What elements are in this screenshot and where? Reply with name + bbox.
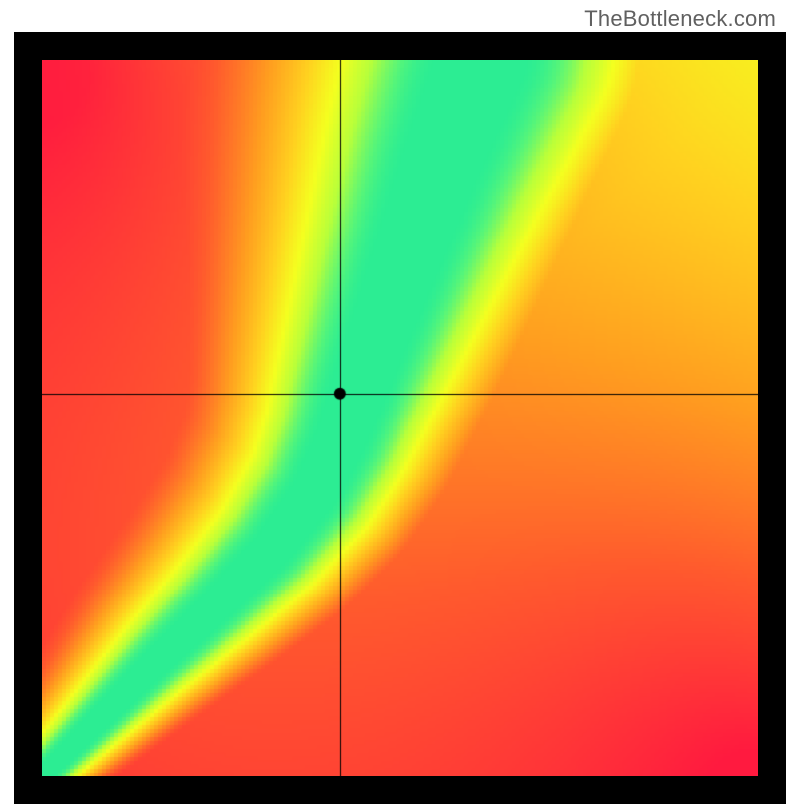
watermark-text: TheBottleneck.com xyxy=(584,6,776,32)
chart-outer-frame xyxy=(14,32,786,804)
bottleneck-heatmap xyxy=(42,60,758,776)
